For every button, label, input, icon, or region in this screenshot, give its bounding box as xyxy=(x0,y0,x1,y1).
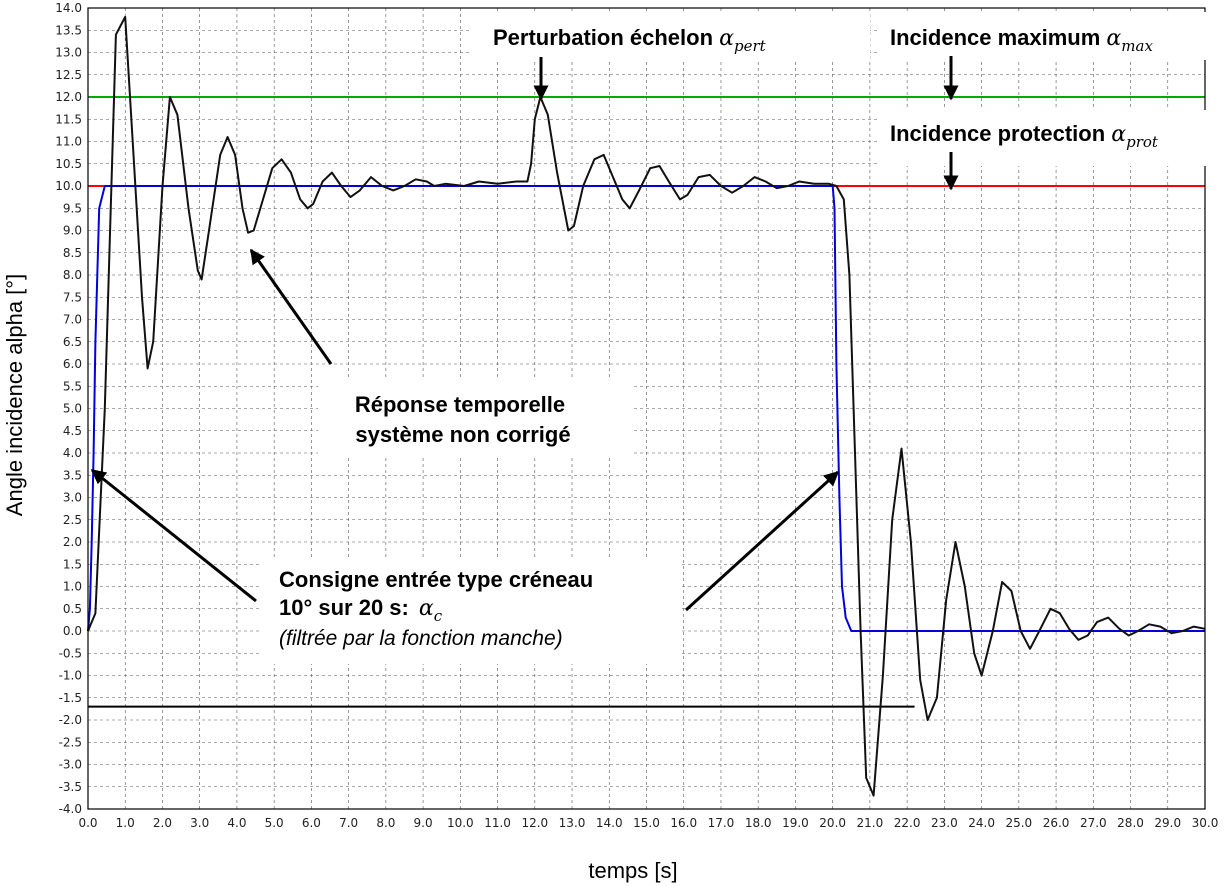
x-tick-label: 4.0 xyxy=(227,816,246,830)
x-tick-label: 10.0 xyxy=(447,816,474,830)
x-tick-label: 7.0 xyxy=(339,816,358,830)
y-tick-label: -3.5 xyxy=(59,780,82,794)
x-axis-label: temps [s] xyxy=(588,858,677,883)
x-tick-label: 24.0 xyxy=(968,816,995,830)
x-tick-label: 26.0 xyxy=(1043,816,1070,830)
grid-lines xyxy=(87,7,1206,810)
y-tick-label: -3.0 xyxy=(59,758,82,772)
x-tick-label: 27.0 xyxy=(1080,816,1107,830)
x-tick-label: 3.0 xyxy=(190,816,209,830)
x-tick-label: 0.0 xyxy=(78,816,97,830)
y-tick-label: 4.5 xyxy=(63,424,82,438)
y-tick-label: 7.0 xyxy=(63,313,82,327)
x-tick-label: 28.0 xyxy=(1117,816,1144,830)
consigne-annotation-line3: (filtrée par la fonction manche) xyxy=(279,627,563,650)
y-tick-label: 4.0 xyxy=(63,446,82,460)
y-axis-label: Angle incidence alpha [°] xyxy=(2,274,27,516)
y-tick-labels: -4.0 -3.5 -3.0 -2.5 -2.0 -1.5 -1.0 -0.5 0.0 0.5 1.… xyxy=(55,1,82,816)
series-lines xyxy=(87,15,1206,797)
y-tick-label: 5.0 xyxy=(63,402,82,416)
y-tick-label: 14.0 xyxy=(55,1,82,15)
y-tick-label: 9.0 xyxy=(63,224,82,238)
y-tick-label: 1.0 xyxy=(63,580,82,594)
x-tick-label: 11.0 xyxy=(484,816,511,830)
y-tick-label: -0.5 xyxy=(59,646,82,660)
x-tick-label: 22.0 xyxy=(894,816,921,830)
consigne-annotation-box xyxy=(262,560,682,664)
x-tick-label: 13.0 xyxy=(559,816,586,830)
x-tick-label: 17.0 xyxy=(708,816,735,830)
x-tick-label: 21.0 xyxy=(857,816,884,830)
x-tick-label: 15.0 xyxy=(633,816,660,830)
y-tick-label: -1.5 xyxy=(59,691,82,705)
x-tick-label: 18.0 xyxy=(745,816,772,830)
prot-annotation-box xyxy=(878,110,1218,166)
max-annotation: Incidence maximum αmax xyxy=(890,25,1153,55)
y-tick-label: 6.0 xyxy=(63,357,82,371)
pert-annotation: Perturbation échelon αpert xyxy=(493,25,767,55)
reponse-arrow xyxy=(249,248,333,365)
max-annotation-box xyxy=(878,12,1218,60)
reponse-annotation-line2: système non corrigé xyxy=(355,422,570,447)
y-tick-label: 3.0 xyxy=(63,491,82,505)
y-tick-label: 7.5 xyxy=(63,290,82,304)
pert-annotation-box xyxy=(472,12,870,60)
x-tick-label: 8.0 xyxy=(376,816,395,830)
y-tick-label: 8.5 xyxy=(63,246,82,260)
x-tick-label: 20.0 xyxy=(819,816,846,830)
y-tick-label: 12.5 xyxy=(55,68,82,82)
x-tick-label: 29.0 xyxy=(1154,816,1181,830)
plot-frame xyxy=(87,7,1206,810)
consigne-left-arrow xyxy=(90,468,257,603)
y-tick-label: 1.5 xyxy=(63,557,82,571)
consigne-annotation-line2: 10° sur 20 s: αc xyxy=(279,595,443,625)
y-tick-label: 11.5 xyxy=(55,112,82,126)
x-tick-label: 16.0 xyxy=(670,816,697,830)
y-tick-label: 8.0 xyxy=(63,268,82,282)
y-tick-label: 6.5 xyxy=(63,335,82,349)
x-tick-label: 25.0 xyxy=(1005,816,1032,830)
y-tick-label: 10.0 xyxy=(55,179,82,193)
y-tick-label: 2.5 xyxy=(63,513,82,527)
x-tick-label: 6.0 xyxy=(302,816,321,830)
x-tick-labels: 0.0 1.0 2.0 3.0 4.0 5.0 6.0 7.0 8.0 9.0 10.0 11.0 12… xyxy=(78,816,1218,830)
y-tick-label: 0.5 xyxy=(63,602,82,616)
y-tick-label: 11.0 xyxy=(55,135,82,149)
x-tick-label: 1.0 xyxy=(116,816,135,830)
y-tick-label: -1.0 xyxy=(59,669,82,683)
series-line-0 xyxy=(87,185,1205,632)
reponse-annotation-box xyxy=(318,378,633,456)
y-tick-label: 5.5 xyxy=(63,379,82,393)
y-tick-label: -4.0 xyxy=(59,802,82,816)
x-tick-label: 9.0 xyxy=(414,816,433,830)
x-tick-label: 5.0 xyxy=(265,816,284,830)
x-tick-label: 30.0 xyxy=(1192,816,1219,830)
x-tick-label: 14.0 xyxy=(596,816,623,830)
y-tick-label: -2.5 xyxy=(59,735,82,749)
y-tick-label: 13.5 xyxy=(55,23,82,37)
x-tick-label: 19.0 xyxy=(782,816,809,830)
x-tick-label: 2.0 xyxy=(153,816,172,830)
y-tick-label: -2.0 xyxy=(59,713,82,727)
y-tick-label: 2.0 xyxy=(63,535,82,549)
y-tick-label: 13.0 xyxy=(55,46,82,60)
y-tick-label: 9.5 xyxy=(63,201,82,215)
y-tick-label: 12.0 xyxy=(55,90,82,104)
y-tick-label: 10.5 xyxy=(55,157,82,171)
x-tick-label: 23.0 xyxy=(931,816,958,830)
consigne-annotation-line1: Consigne entrée type créneau xyxy=(279,567,593,592)
series-line-1 xyxy=(87,15,1206,797)
consigne-right-arrow xyxy=(684,470,840,612)
x-tick-label: 12.0 xyxy=(521,816,548,830)
y-tick-label: 3.5 xyxy=(63,468,82,482)
reponse-annotation-line1: Réponse temporelle xyxy=(355,392,565,417)
y-tick-label: 0.0 xyxy=(63,624,82,638)
prot-annotation: Incidence protection αprot xyxy=(890,121,1159,151)
